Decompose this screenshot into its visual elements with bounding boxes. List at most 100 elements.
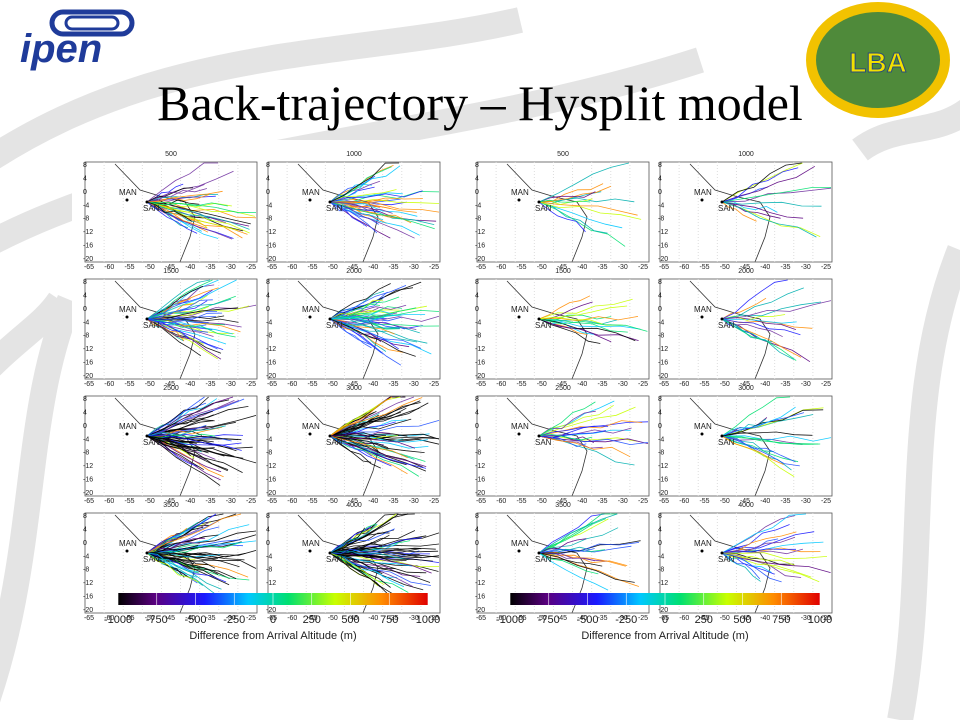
coastline [506, 397, 588, 497]
x-tick-label: -50 [145, 498, 155, 505]
y-tick-label: 8 [83, 279, 87, 286]
trajectory [329, 526, 372, 554]
trajectory [538, 425, 609, 437]
x-tick-label: -55 [516, 381, 526, 388]
x-tick-label: -55 [124, 615, 134, 622]
y-tick-label: -16 [83, 477, 93, 484]
colorbar-tick-label: 750 [772, 614, 790, 626]
panel-title: 4000 [346, 502, 362, 509]
y-tick-label: 4 [83, 175, 87, 182]
lba-logo: LBA [806, 2, 950, 118]
trajectory [329, 318, 410, 348]
y-tick-label: 8 [658, 279, 662, 286]
trajectory [146, 318, 236, 338]
trajectory [146, 425, 226, 437]
trajectory [329, 435, 420, 477]
x-tick-label: -25 [821, 498, 831, 505]
site-marker [720, 551, 724, 555]
y-tick-label: -4 [83, 202, 89, 209]
y-tick-label: -12 [475, 346, 485, 353]
x-tick-label: -45 [557, 264, 567, 271]
logo-text: ipen [20, 27, 102, 71]
trajectory [146, 434, 242, 446]
trajectory [329, 400, 421, 437]
trajectory [329, 201, 378, 234]
coastline [506, 514, 588, 614]
trajectory [329, 552, 420, 558]
trajectory [721, 552, 761, 580]
panel-title: 4000 [738, 502, 754, 509]
y-tick-label: 4 [266, 292, 270, 299]
trajectory [329, 550, 409, 561]
trajectory [721, 431, 813, 437]
x-tick-label: -60 [496, 264, 506, 271]
trajectory [721, 548, 804, 555]
x-tick-label: -30 [226, 381, 236, 388]
site-label: SAN [718, 555, 735, 564]
trajectory [146, 435, 221, 486]
logo-text: LBA [849, 47, 907, 78]
trajectory [146, 552, 199, 583]
y-tick-label: -16 [658, 477, 668, 484]
trajectory [538, 552, 640, 587]
y-tick-label: 0 [658, 306, 662, 313]
y-tick-label: -8 [475, 450, 481, 457]
trajectory [538, 513, 618, 554]
trajectory [329, 396, 401, 437]
trajectory [538, 552, 628, 566]
trajectory [329, 435, 427, 467]
x-tick-label: -45 [348, 264, 358, 271]
x-tick-label: -55 [124, 381, 134, 388]
y-tick-label: -8 [83, 333, 89, 340]
trajectory [146, 435, 205, 471]
trajectory [146, 279, 213, 320]
trajectory [721, 531, 815, 554]
x-tick-label: -65 [267, 498, 277, 505]
site-marker [517, 549, 521, 553]
y-tick-label: 4 [658, 292, 662, 299]
trajectory [146, 400, 235, 437]
trajectory [721, 435, 784, 465]
trajectory [146, 201, 238, 231]
trajectory [146, 201, 233, 240]
trajectory [721, 187, 832, 203]
y-tick-label: -16 [475, 243, 485, 250]
x-tick-label: -45 [740, 615, 750, 622]
map-panel: 500 8 4 0 -4 -8 -12 -16 -20-65 -60 -55 -50 -45 -40 -35… [475, 151, 650, 271]
y-tick-label: 0 [83, 306, 87, 313]
trajectory [538, 538, 587, 554]
y-tick-label: 4 [658, 175, 662, 182]
y-tick-label: -8 [83, 567, 89, 574]
site-label: MAN [511, 539, 529, 548]
site-marker [537, 551, 541, 555]
x-tick-label: -25 [638, 615, 648, 622]
trajectory [329, 548, 381, 555]
site-label: MAN [511, 188, 529, 197]
y-tick-label: -16 [83, 594, 93, 601]
trajectory [329, 291, 388, 320]
y-tick-label: -4 [83, 553, 89, 560]
trajectory [329, 318, 402, 366]
trajectory [538, 427, 632, 437]
y-tick-label: -20 [475, 490, 485, 497]
trajectory [146, 201, 250, 230]
site-label: MAN [302, 305, 320, 314]
x-tick-label: -50 [145, 381, 155, 388]
x-tick-label: -35 [205, 498, 215, 505]
trajectory [146, 318, 224, 350]
ipen-logo: ipen [20, 9, 135, 71]
trajectory [146, 524, 250, 554]
y-tick-label: -20 [266, 607, 276, 614]
trajectory [538, 410, 596, 437]
trajectory [146, 398, 245, 437]
y-tick-label: 4 [658, 409, 662, 416]
x-tick-label: -55 [699, 615, 709, 622]
x-tick-label: -65 [476, 381, 486, 388]
x-tick-label: -60 [679, 615, 689, 622]
x-tick-label: -65 [84, 615, 94, 622]
trajectory [329, 201, 440, 213]
x-tick-label: -30 [618, 381, 628, 388]
map-panel: 3500 8 4 0 -4 -8 -12 -16 -20-65 -60 -55 -50 -45 -40 -3… [83, 502, 258, 622]
trajectory [329, 397, 423, 437]
panel-title: 1000 [346, 151, 362, 158]
